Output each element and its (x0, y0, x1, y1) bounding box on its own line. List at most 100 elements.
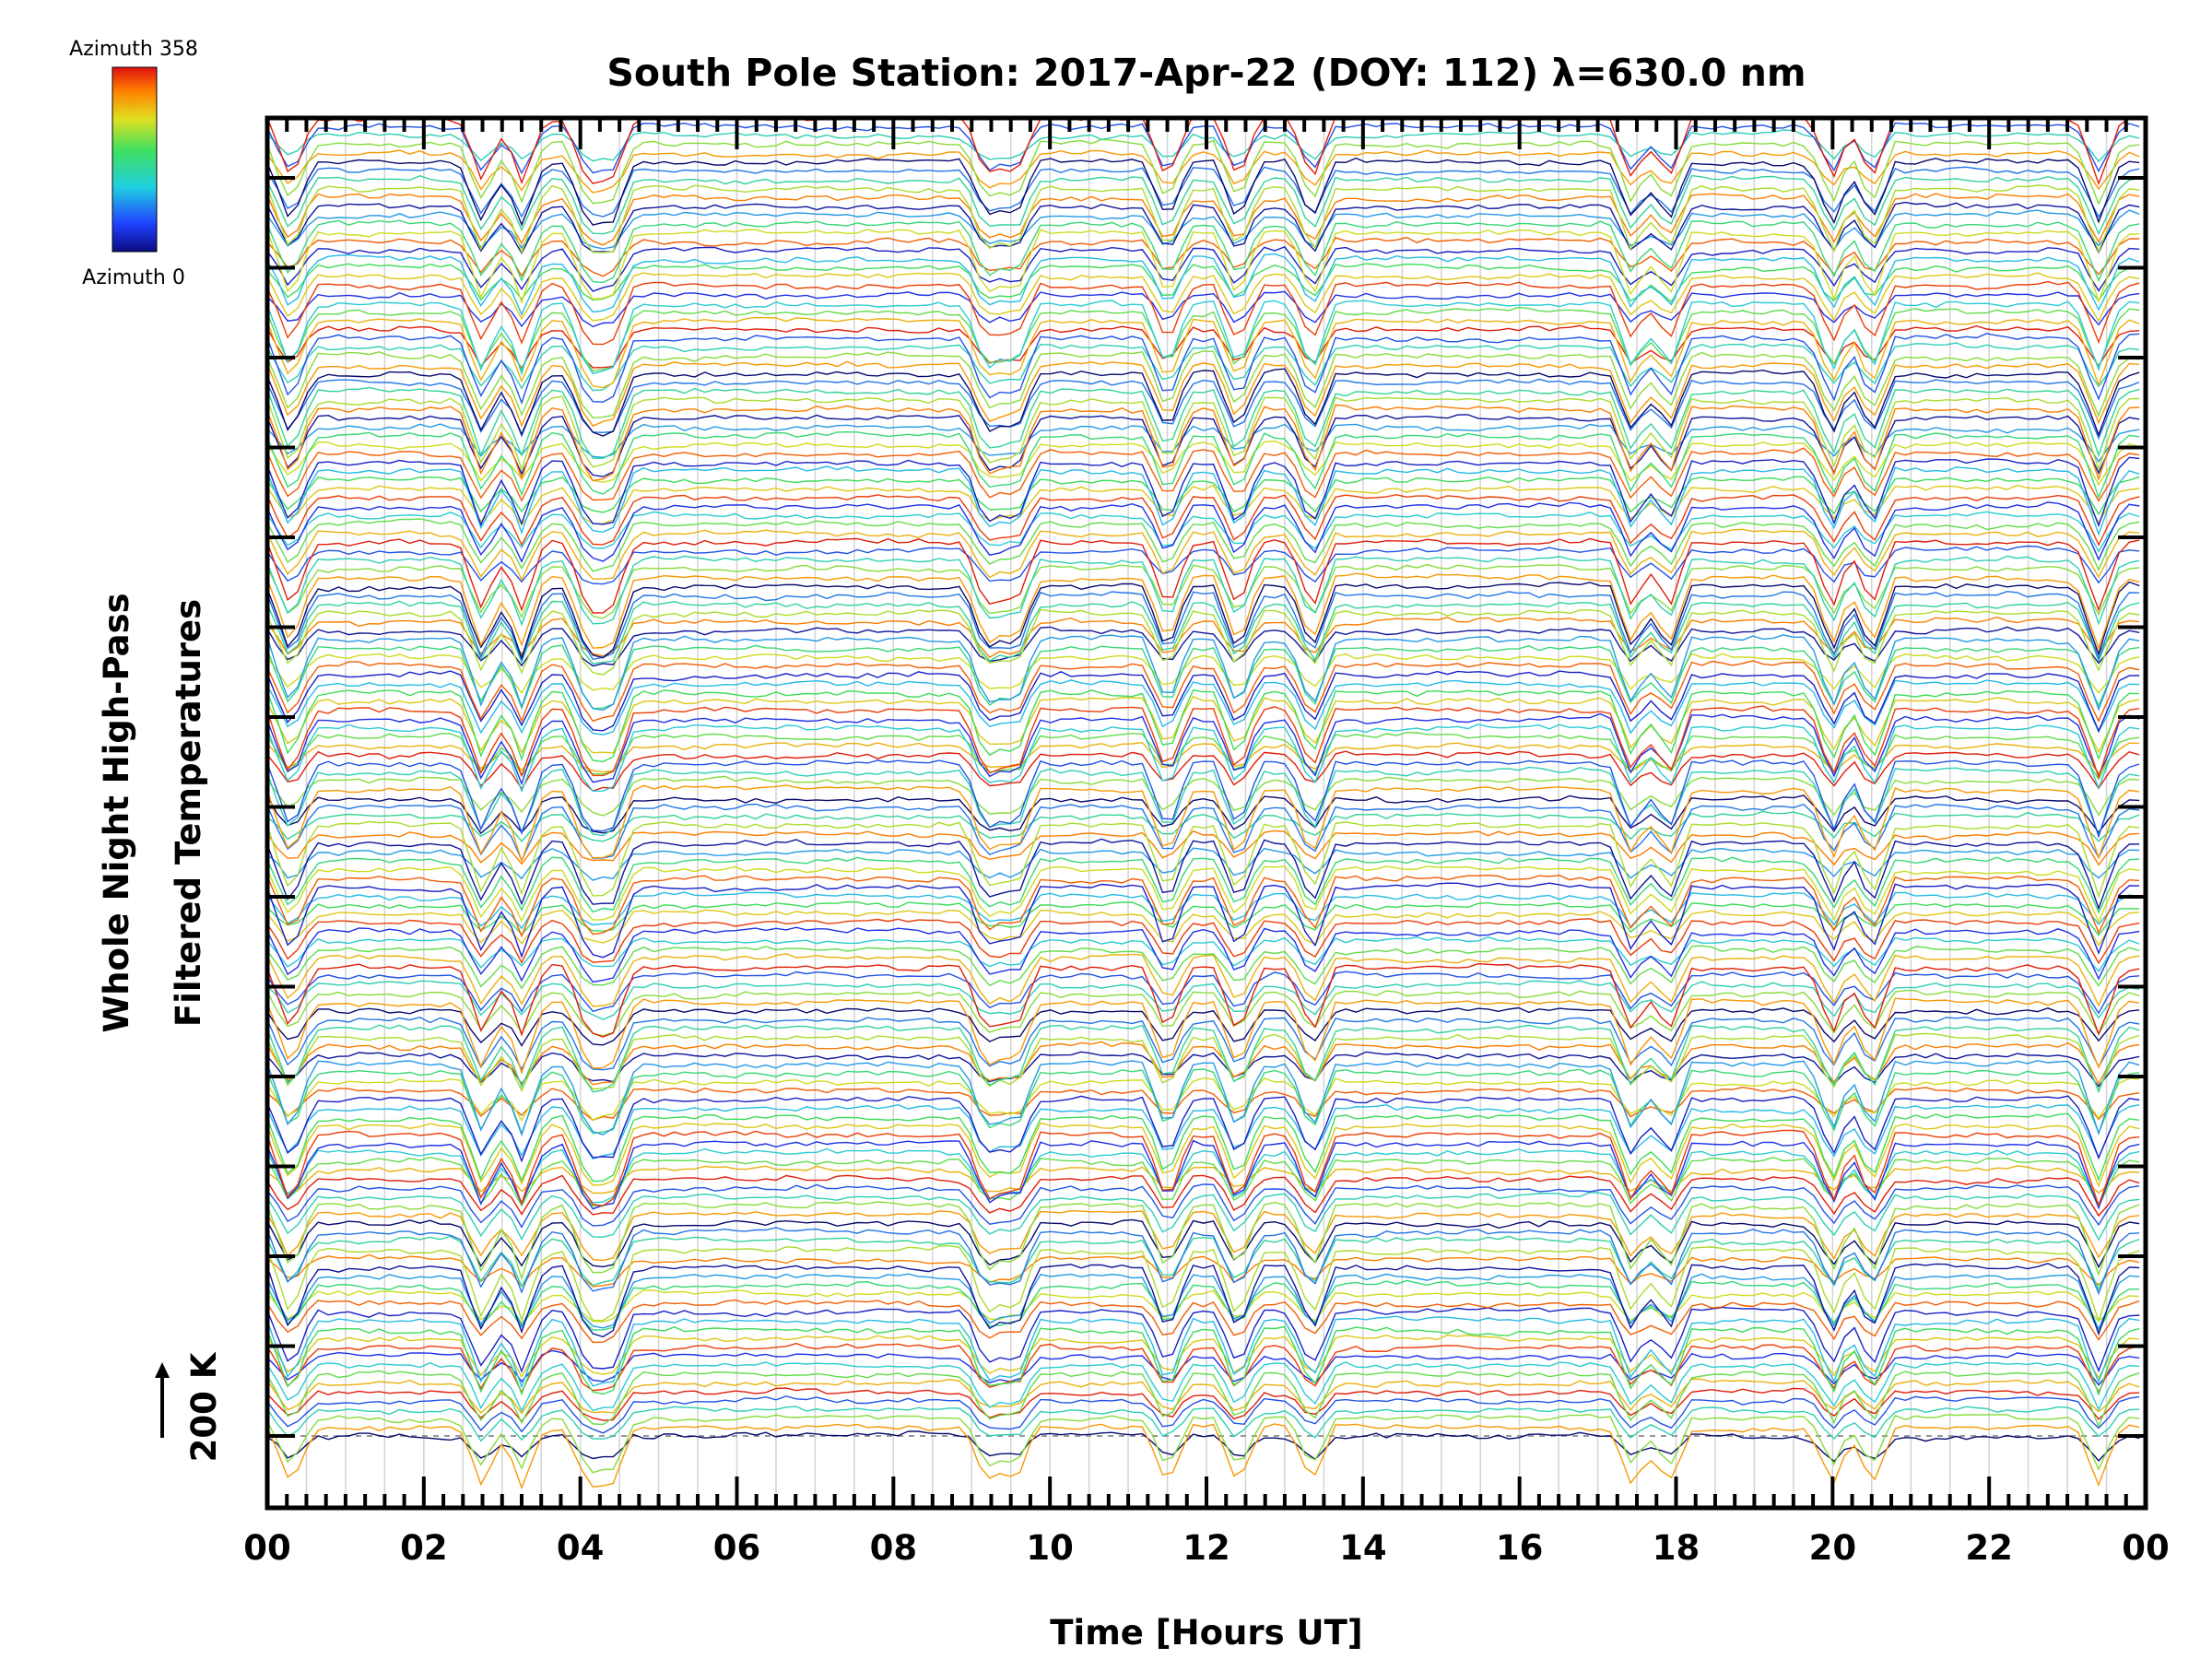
series-line (267, 174, 2140, 236)
series-line (267, 918, 2140, 965)
series-line (267, 980, 2140, 1020)
colorbar-bottom-label: Azimuth 0 (82, 266, 185, 289)
series-line (267, 1068, 2140, 1135)
series-line (267, 1095, 2140, 1163)
series-line (267, 882, 2140, 959)
series-line (267, 1423, 2140, 1490)
series-line (267, 263, 2140, 303)
axis-ticks (265, 118, 2147, 1508)
x-tick-label: 16 (1496, 1528, 1544, 1568)
x-tick-label: 22 (1965, 1528, 2013, 1568)
series-line (267, 219, 2140, 284)
series-line (267, 1006, 2140, 1047)
series-line (267, 1191, 2140, 1241)
series-line (267, 1235, 2140, 1291)
series-line (267, 555, 2140, 627)
series-line (267, 518, 2140, 572)
series-line (267, 1227, 2140, 1296)
series-line (267, 989, 2140, 1037)
scale-indicator: 200 K (155, 1351, 224, 1462)
x-tick-label: 06 (713, 1528, 761, 1568)
series-line (267, 953, 2140, 1007)
series-line (267, 1024, 2140, 1094)
series-line (267, 724, 2140, 794)
series-line (267, 794, 2140, 835)
gridlines (305, 118, 2108, 1508)
series-line (267, 545, 2140, 585)
x-tick-label: 00 (243, 1528, 291, 1568)
scale-label: 200 K (184, 1351, 224, 1462)
y-axis-label-line2: Filtered Temperatures (169, 599, 208, 1027)
series-line (267, 679, 2140, 735)
series-line (267, 810, 2140, 842)
series-line (267, 1209, 2140, 1262)
series-line (267, 129, 2140, 163)
series-line (267, 1032, 2140, 1093)
series-line (267, 600, 2140, 665)
x-tick-label: 08 (870, 1528, 918, 1568)
series-line (267, 484, 2140, 526)
series-line (267, 1129, 2140, 1207)
series-line (267, 766, 2140, 838)
x-tick-label: 02 (400, 1528, 448, 1568)
series-line (267, 1139, 2140, 1210)
series-line (267, 891, 2140, 930)
series-line (267, 1183, 2140, 1229)
series-line (267, 1077, 2140, 1123)
series-line (267, 1325, 2140, 1396)
series-line (267, 997, 2140, 1076)
x-axis-label: Time [Hours UT] (1050, 1613, 1362, 1653)
series-line (267, 253, 2140, 316)
series-line (267, 1299, 2140, 1344)
series-line (267, 1370, 2140, 1429)
x-tick-label: 10 (1026, 1528, 1074, 1568)
series-line (267, 900, 2140, 936)
series-line (267, 430, 2140, 500)
series-line (267, 847, 2140, 881)
series-line (267, 465, 2140, 536)
series-line (267, 865, 2140, 924)
series-line (267, 494, 2140, 547)
series-line (267, 386, 2140, 460)
series-line (267, 456, 2140, 528)
series-line (267, 360, 2140, 428)
series-line (267, 660, 2140, 724)
series-line (267, 634, 2140, 712)
series-line (267, 272, 2140, 324)
series-line (267, 1086, 2140, 1121)
series-line (267, 1103, 2140, 1160)
colorbar-top-label: Azimuth 358 (69, 38, 198, 61)
series-line (267, 368, 2140, 437)
series-line (267, 688, 2140, 763)
series-line (267, 838, 2140, 911)
series-line (267, 670, 2140, 733)
series-line (267, 537, 2140, 614)
series-line (267, 280, 2140, 346)
series-line (267, 1016, 2140, 1071)
series-line (267, 1378, 2140, 1415)
x-tick-label: 12 (1182, 1528, 1230, 1568)
series-line (267, 563, 2140, 619)
series-line (267, 759, 2140, 839)
series-line (267, 945, 2140, 990)
series-line (267, 1395, 2140, 1434)
series-line (267, 608, 2140, 676)
y-axis-label-line1: Whole Night High-Pass (97, 593, 136, 1032)
series-line (267, 1253, 2140, 1288)
series-line (267, 511, 2140, 553)
series-line (267, 138, 2140, 206)
series-line (267, 712, 2140, 786)
x-tick-labels: 00 02 04 06 08 10 12 14 16 18 20 22 00 (243, 1528, 2170, 1568)
series-line (267, 290, 2140, 328)
series-line (267, 1306, 2140, 1373)
series-line (267, 118, 2132, 186)
series-line (267, 476, 2140, 516)
series-line (267, 157, 2140, 227)
series-line (267, 501, 2140, 564)
series-line (267, 1244, 2140, 1324)
series-line (267, 775, 2140, 817)
series-line (267, 184, 2140, 255)
series-line (267, 784, 2140, 864)
x-tick-label: 04 (557, 1528, 605, 1568)
